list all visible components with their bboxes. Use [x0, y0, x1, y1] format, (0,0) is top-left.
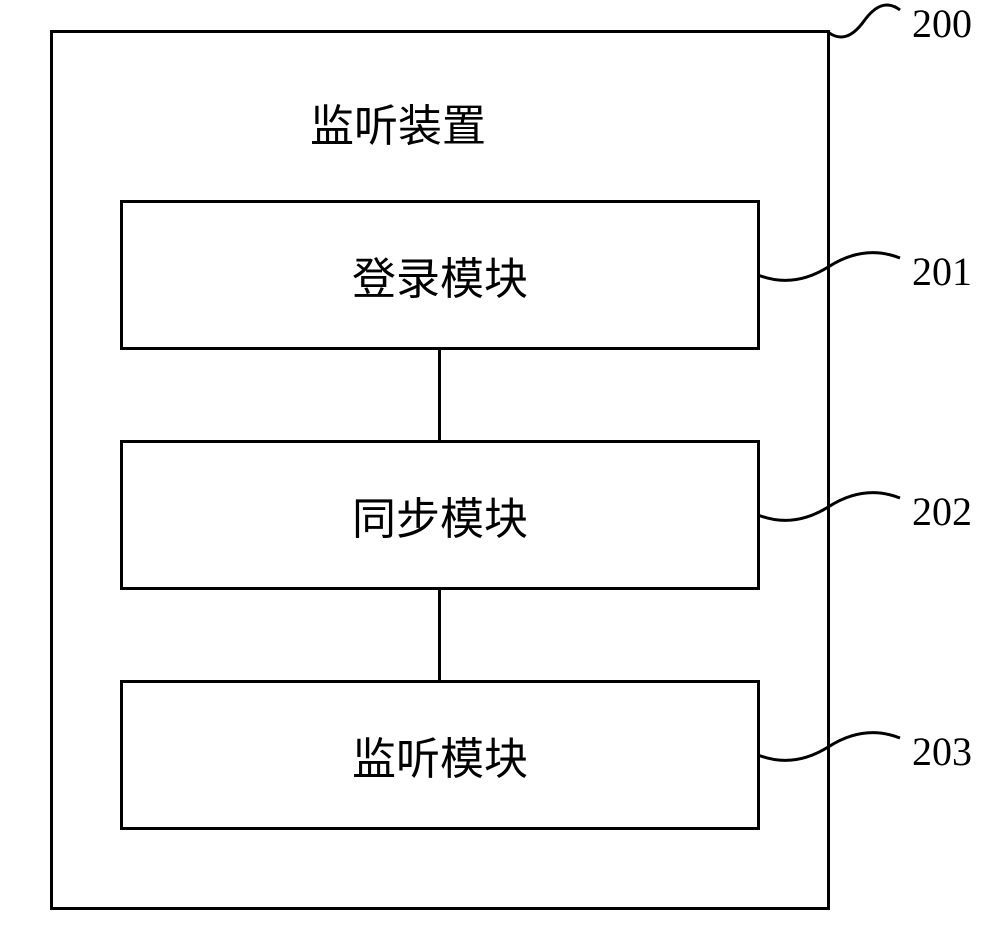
reference-numeral-sync: 202	[912, 488, 972, 535]
module-box-sync: 同步模块	[120, 440, 760, 590]
module-box-monitor: 监听模块	[120, 680, 760, 830]
reference-numeral-outer: 200	[912, 0, 972, 47]
module-box-login: 登录模块	[120, 200, 760, 350]
module-label-monitor: 监听模块	[352, 723, 528, 787]
reference-numeral-monitor: 203	[912, 728, 972, 775]
connector-line	[438, 590, 441, 680]
module-label-sync: 同步模块	[352, 483, 528, 547]
connector-line	[438, 350, 441, 440]
module-label-login: 登录模块	[352, 243, 528, 307]
lead-line-icon	[808, 0, 920, 52]
reference-numeral-login: 201	[912, 248, 972, 295]
diagram-canvas: 监听装置 登录模块 同步模块 监听模块 200 201 202 203	[0, 0, 1000, 937]
lead-line-icon	[738, 238, 920, 295]
outer-container-title: 监听装置	[310, 90, 486, 154]
lead-line-icon	[738, 478, 920, 535]
lead-line-icon	[738, 718, 920, 775]
